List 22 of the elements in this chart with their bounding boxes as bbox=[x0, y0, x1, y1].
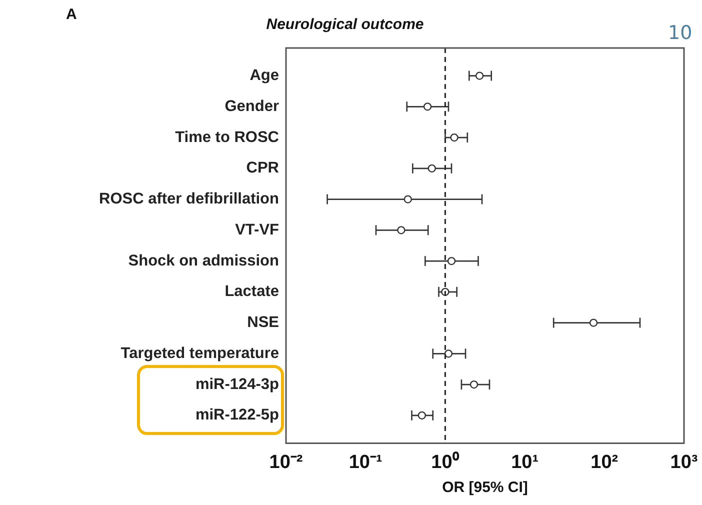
x-tick-label: 10⁻¹ bbox=[348, 452, 382, 473]
y-tick-label: Time to ROSC bbox=[175, 128, 279, 146]
y-tick-label: miR-124-3p bbox=[195, 376, 279, 393]
y-tick-label: Gender bbox=[224, 98, 279, 115]
text: A bbox=[66, 6, 77, 23]
y-tick-label: CPR bbox=[246, 160, 279, 177]
x-tick-label: 10² bbox=[590, 452, 618, 473]
y-tick-label: ROSC after defibrillation bbox=[99, 190, 279, 208]
y-tick-label: Lactate bbox=[224, 283, 280, 300]
y-tick-label: VT-VF bbox=[235, 221, 279, 238]
x-tick-label: 10⁻² bbox=[269, 452, 303, 473]
x-tick-label: 10⁰ bbox=[431, 450, 460, 473]
text: 10 bbox=[668, 22, 692, 44]
y-tick-label: Targeted temperature bbox=[120, 344, 280, 362]
y-tick-label: Age bbox=[250, 67, 280, 84]
y-tick-label: NSE bbox=[247, 314, 279, 332]
chart-title: Neurological outcome bbox=[266, 16, 424, 34]
y-tick-label: miR-122-5p bbox=[195, 406, 279, 424]
x-tick-label: 10¹ bbox=[511, 452, 539, 473]
y-tick-label: Shock on admission bbox=[128, 252, 279, 270]
x-axis-title: OR [95% CI] bbox=[442, 479, 528, 496]
x-tick-label: 10³ bbox=[670, 452, 698, 473]
